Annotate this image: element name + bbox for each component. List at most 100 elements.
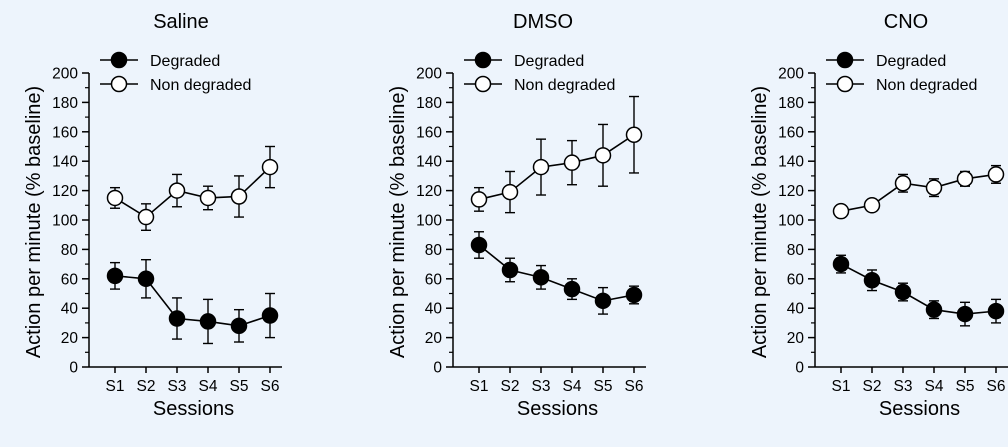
- legend-filled-marker: [836, 51, 854, 69]
- y-tick-label: 0: [795, 360, 804, 377]
- x-tick-label: S1: [470, 378, 489, 395]
- y-tick-label: 60: [425, 271, 443, 288]
- non-degraded-point: [106, 189, 124, 207]
- x-tick-label: S1: [832, 378, 851, 395]
- degraded-point: [470, 236, 488, 254]
- y-tick-label: 200: [778, 66, 804, 83]
- x-tick-label: S5: [594, 378, 613, 395]
- non-degraded-point: [987, 166, 1005, 183]
- non-degraded-point: [594, 147, 612, 164]
- legend-label-non-degraded: Non degraded: [514, 77, 615, 94]
- chart-title: Saline: [153, 11, 209, 33]
- degraded-point: [501, 261, 519, 279]
- y-tick-label: 140: [52, 154, 78, 171]
- x-tick-label: S5: [956, 378, 975, 395]
- y-tick-label: 60: [787, 271, 805, 288]
- y-tick-label: 160: [52, 124, 78, 141]
- y-tick-label: 60: [61, 271, 79, 288]
- x-tick-label: S5: [230, 378, 249, 395]
- y-tick-label: 100: [416, 213, 442, 230]
- non-degraded-point: [832, 202, 850, 220]
- x-tick-label: S4: [199, 378, 218, 395]
- y-tick-label: 160: [416, 124, 442, 141]
- non-degraded-point: [894, 175, 912, 192]
- degraded-point: [894, 283, 912, 301]
- cno-panel: CNO 0 20 40 60 80 100 120 140 160 180 200 S1 S2 S3 S4 S5…: [749, 11, 1008, 420]
- y-tick-label: 200: [416, 66, 442, 83]
- non-degraded-point: [230, 188, 248, 205]
- non-degraded-point: [199, 189, 217, 207]
- y-tick-label: 180: [416, 95, 442, 112]
- chart-title: DMSO: [513, 11, 573, 33]
- dmso-panel: DMSO 0 20 40 60 80 100 120 140 160 180 200 S1 S2 S3 S4 S…: [387, 11, 646, 420]
- non-degraded-point: [168, 182, 186, 199]
- non-degraded-point: [501, 183, 519, 201]
- y-tick-label: 0: [433, 360, 442, 377]
- x-axis-label: Sessions: [517, 398, 598, 420]
- y-tick-label: 40: [425, 301, 443, 318]
- y-tick-label: 40: [61, 301, 79, 318]
- non-degraded-point: [261, 158, 279, 176]
- x-tick-label: S4: [925, 378, 944, 395]
- degraded-series-line: [114, 275, 271, 327]
- degraded-point: [168, 310, 186, 327]
- legend-label-degraded: Degraded: [514, 53, 584, 70]
- degraded-point: [956, 305, 974, 323]
- degraded-point: [532, 269, 550, 286]
- degraded-point: [261, 307, 279, 324]
- degraded-point: [625, 286, 643, 304]
- x-tick-label: S3: [894, 378, 913, 395]
- x-tick-label: S2: [863, 378, 882, 395]
- legend-open-marker: [836, 75, 854, 93]
- x-tick-label: S6: [625, 378, 644, 395]
- y-tick-label: 0: [69, 360, 78, 377]
- degraded-point: [832, 255, 850, 273]
- legend-label-degraded: Degraded: [150, 53, 220, 70]
- legend-filled-marker: [474, 51, 492, 69]
- x-tick-label: S6: [987, 378, 1006, 395]
- non-degraded-point: [956, 170, 974, 188]
- degraded-series-line: [840, 263, 997, 315]
- y-axis-label: Action per minute (% baseline): [749, 86, 771, 358]
- y-tick-label: 140: [778, 154, 804, 171]
- x-tick-label: S1: [106, 378, 125, 395]
- degraded-point: [563, 280, 581, 298]
- y-tick-label: 80: [61, 242, 79, 259]
- legend-filled-marker: [110, 51, 128, 69]
- x-tick-label: S6: [261, 378, 280, 395]
- legend-label-non-degraded: Non degraded: [150, 77, 251, 94]
- y-tick-label: 80: [787, 242, 805, 259]
- y-tick-label: 140: [416, 154, 442, 171]
- y-tick-label: 80: [425, 242, 443, 259]
- x-tick-label: S4: [563, 378, 582, 395]
- legend-label-degraded: Degraded: [876, 53, 946, 70]
- non-degraded-point: [625, 126, 643, 143]
- y-tick-label: 120: [778, 183, 804, 200]
- non-degraded-point: [863, 197, 881, 214]
- y-tick-label: 100: [778, 213, 804, 230]
- x-tick-label: S2: [137, 378, 156, 395]
- legend-open-marker: [110, 75, 128, 93]
- x-tick-label: S2: [501, 378, 520, 395]
- y-axis-label: Action per minute (% baseline): [23, 86, 45, 358]
- degraded-point: [137, 270, 155, 288]
- x-tick-label: S3: [168, 378, 187, 395]
- degraded-point: [199, 313, 217, 330]
- non-degraded-point: [532, 158, 550, 176]
- degraded-point: [106, 267, 124, 285]
- degraded-point: [863, 272, 881, 289]
- non-degraded-point: [137, 208, 155, 226]
- y-tick-label: 180: [778, 95, 804, 112]
- y-tick-label: 20: [425, 330, 443, 347]
- degraded-series-line: [478, 244, 635, 302]
- x-tick-label: S3: [532, 378, 551, 395]
- non-degraded-point: [925, 179, 943, 196]
- saline-panel: Saline 0 20 40 60 80 100 120 140 160 180 200 S1 S2 S3 S…: [23, 11, 282, 420]
- legend-label-non-degraded: Non degraded: [876, 77, 977, 94]
- y-tick-label: 20: [787, 330, 805, 347]
- chart-title: CNO: [884, 11, 928, 33]
- degraded-point: [925, 301, 943, 318]
- x-axis-label: Sessions: [879, 398, 960, 420]
- degraded-point: [594, 292, 612, 310]
